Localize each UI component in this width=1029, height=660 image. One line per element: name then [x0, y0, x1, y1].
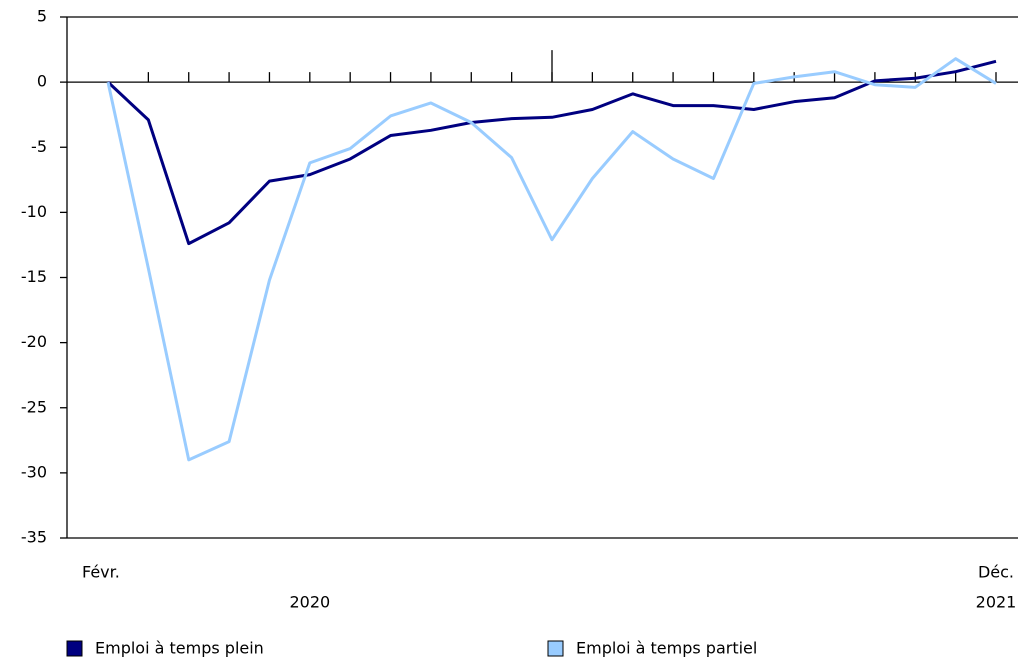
series-line	[106, 59, 997, 246]
y-tick-label: -10	[21, 202, 47, 221]
legend-swatch	[547, 640, 564, 657]
legend-label: Emploi à temps plein	[95, 639, 264, 658]
y-tick-label: -20	[21, 332, 47, 351]
x-tick-label: Déc.	[978, 563, 1014, 582]
y-tick-label: -5	[31, 137, 47, 156]
y-tick-label: -35	[21, 528, 47, 547]
y-tick-label: 5	[37, 7, 47, 26]
year-label: 2020	[289, 593, 330, 612]
y-tick-label: -15	[21, 267, 47, 286]
y-tick-label: 0	[37, 72, 47, 91]
series-line	[106, 57, 997, 462]
legend-label: Emploi à temps partiel	[576, 639, 757, 658]
y-tick-label: -25	[21, 397, 47, 416]
year-label: 2021	[976, 593, 1017, 612]
legend-swatch	[66, 640, 83, 657]
x-tick-label: Févr.	[82, 563, 120, 582]
y-tick-label: -30	[21, 462, 47, 481]
